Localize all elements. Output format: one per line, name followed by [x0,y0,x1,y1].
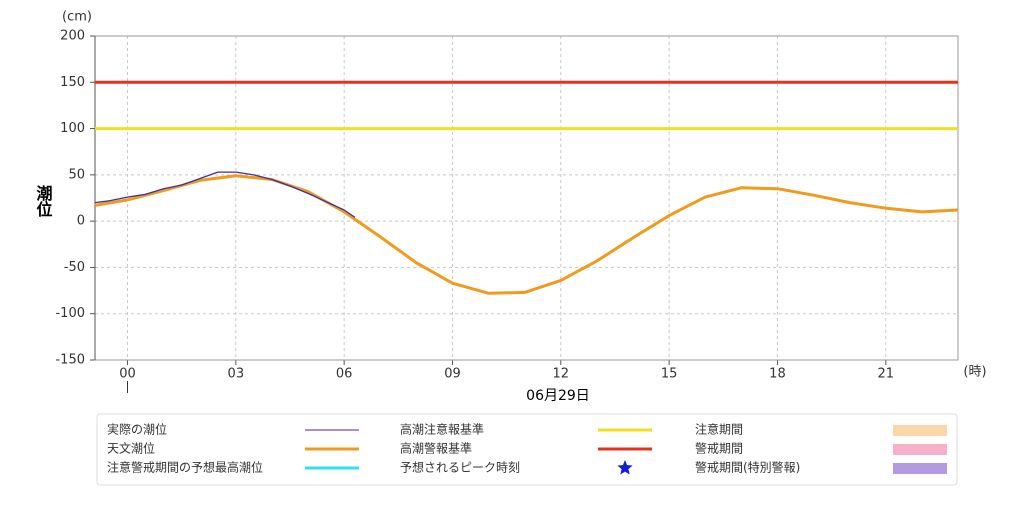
legend-symbol [893,444,947,455]
y-tick-label: -150 [55,353,85,368]
series-line [94,171,356,218]
legend-label: 天文潮位 [107,441,155,456]
y-axis-label: 潮位 [34,184,53,218]
date-label: 06月29日 [526,388,590,404]
legend-label: 実際の潮位 [107,422,167,437]
legend-label: 高潮注意報基準 [400,422,484,437]
legend-label: 注意期間 [695,422,743,437]
y-tick-label: -100 [55,306,85,321]
x-tick-label: 18 [769,367,786,382]
y-tick-label: -50 [64,260,85,275]
legend-label: 警戒期間 [695,441,743,456]
x-tick-label: 06 [336,367,353,382]
y-tick-label: 50 [68,167,85,182]
x-tick-label: 15 [661,367,678,382]
y-tick-label: 0 [77,214,85,229]
y-unit: (cm) [62,10,92,25]
y-tick-label: 150 [60,75,85,90]
x-unit: (時) [963,365,986,380]
x-tick-label: 03 [228,367,245,382]
series-line [94,174,959,295]
y-tick-label: 100 [60,121,85,136]
legend-label: 警戒期間(特別警報) [695,460,800,475]
legend-label: 高潮警報基準 [400,441,472,456]
legend-symbol [617,460,633,475]
legend-label: 予想されるピーク時刻 [400,460,520,475]
legend-label: 注意警戒期間の予想最高潮位 [107,460,263,475]
x-tick-label: 21 [878,367,895,382]
legend-symbol [893,463,947,474]
y-tick-label: 200 [60,29,85,44]
legend-symbol [893,425,947,436]
x-tick-label: 09 [444,367,461,382]
x-tick-label: 12 [553,367,570,382]
x-tick-label: 00 [119,367,136,382]
